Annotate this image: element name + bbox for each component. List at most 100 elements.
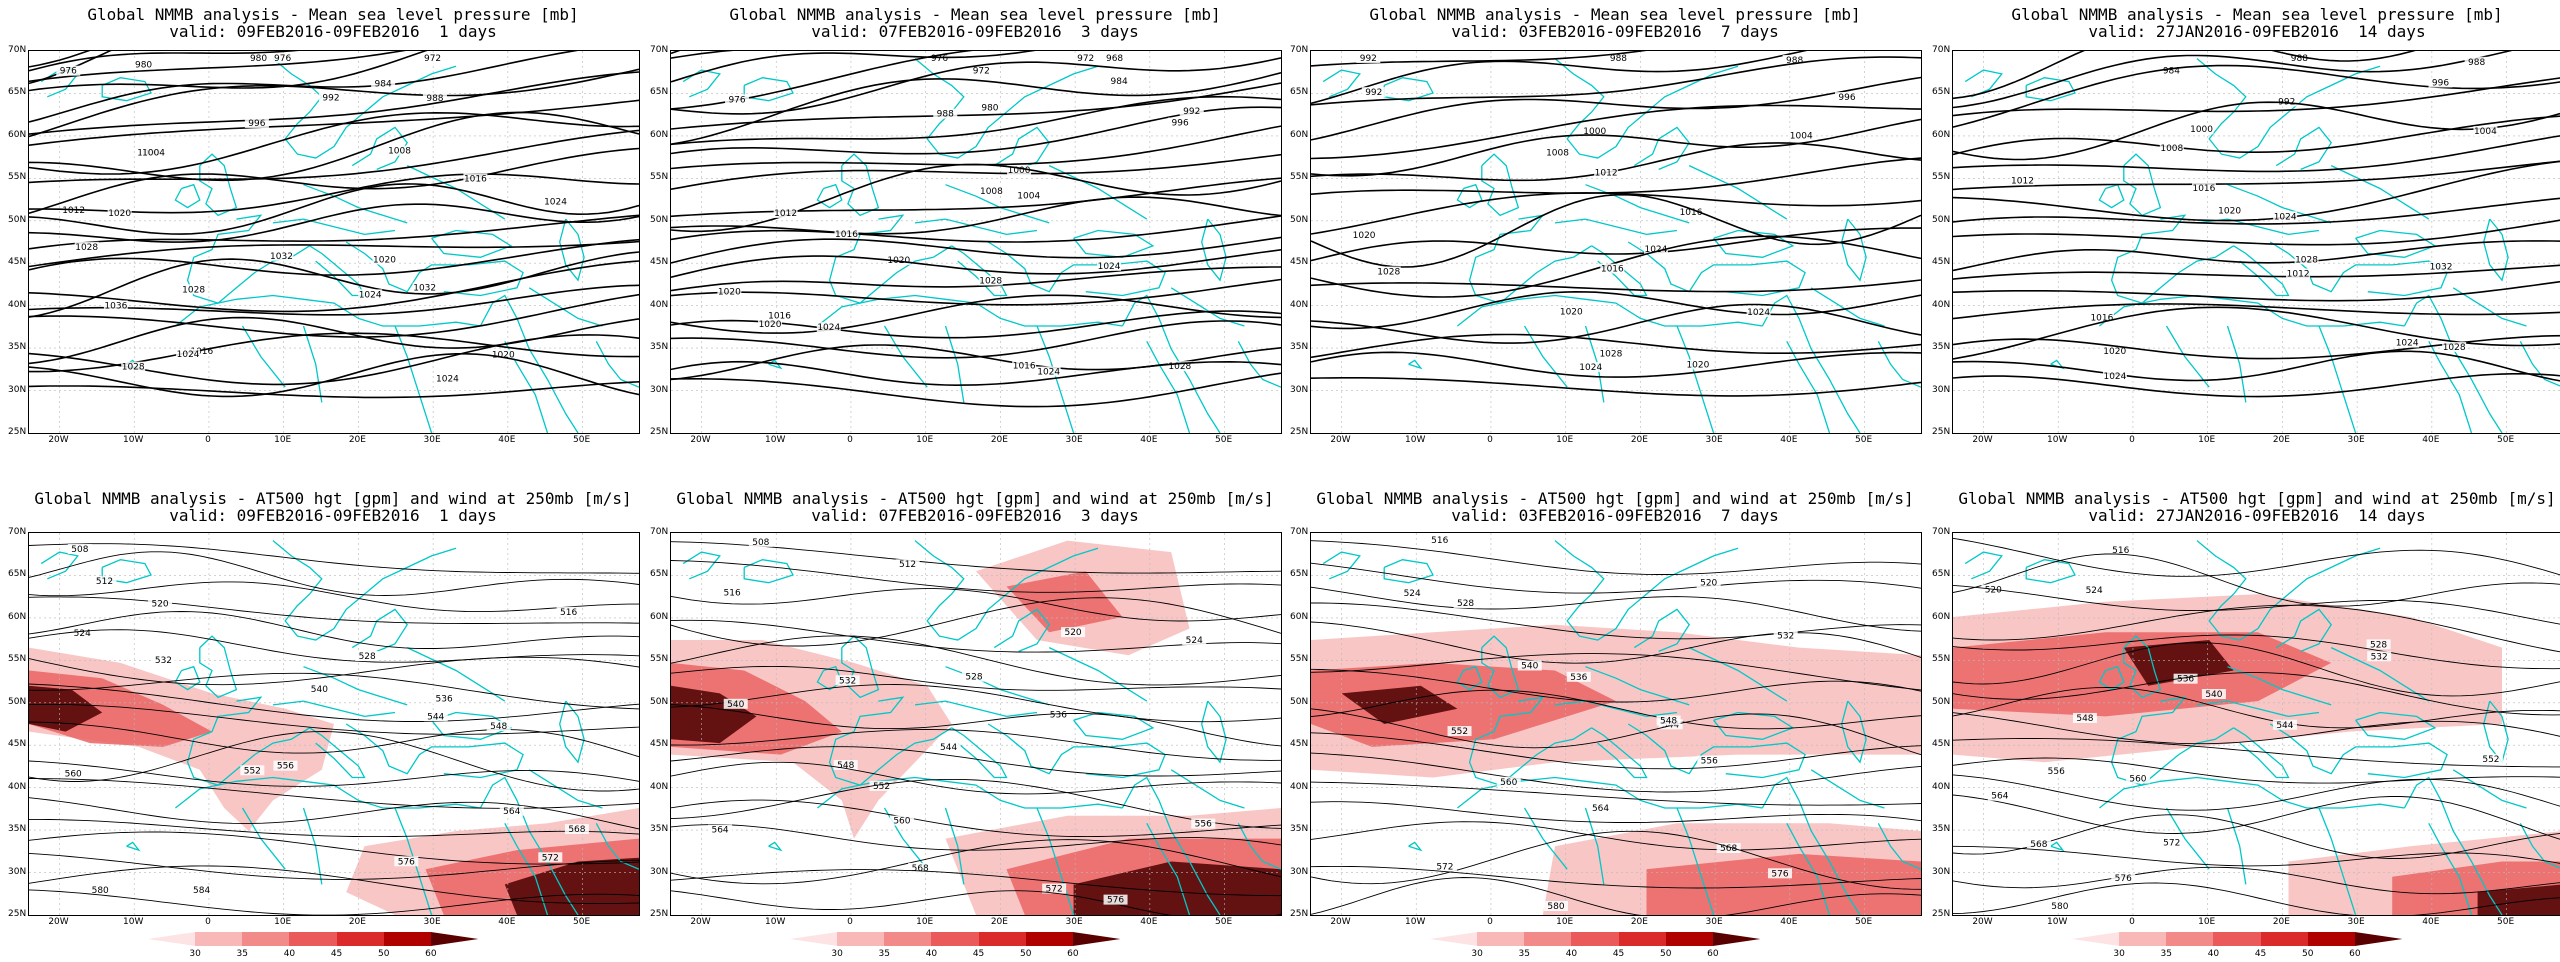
lat-label: 35N (8, 342, 26, 352)
contour-label: 1012 (1595, 169, 1618, 179)
colorbar-swatch (1713, 932, 1761, 946)
lon-label: 50E (1855, 435, 1872, 445)
contour-label: 1028 (1377, 268, 1400, 278)
contour-label: 524 (1186, 636, 1203, 646)
contour-label: 996 (1172, 119, 1189, 129)
coastline (769, 842, 781, 850)
lon-label: 40E (2422, 917, 2439, 927)
lon-label: 20E (991, 435, 1008, 445)
contour-label: 1028 (182, 285, 205, 295)
colorbar-swatch (2261, 932, 2309, 946)
isoline (1953, 116, 2560, 155)
isoline (1953, 265, 2560, 279)
panel-title: Global NMMB analysis - Mean sea level pr… (650, 6, 1300, 23)
contour-label: 544 (427, 712, 444, 722)
lon-label: 0 (1487, 917, 1493, 927)
isoline (29, 544, 639, 574)
colorbar-swatch (195, 932, 243, 946)
lon-label: 30E (1706, 435, 1723, 445)
contour-label: 976 (728, 95, 745, 105)
isoline (1311, 78, 1921, 140)
contour-label: 1028 (122, 363, 145, 373)
coastline (1787, 341, 1830, 433)
lat-label: 25N (650, 427, 668, 437)
contour-label: 996 (248, 119, 265, 129)
colorbar-swatch (2072, 932, 2120, 946)
lat-label: 70N (8, 45, 26, 55)
contour-label: 988 (937, 110, 954, 120)
lon-label: 10W (765, 917, 785, 927)
contour-label: 1012 (2011, 176, 2034, 186)
contour-label: 536 (1570, 673, 1587, 683)
colorbar-tick: 30 (831, 949, 842, 959)
lon-label: 30E (424, 435, 441, 445)
contour-label: 1008 (1546, 149, 1569, 159)
coastline (2197, 219, 2319, 234)
contour-label: 572 (542, 853, 559, 863)
lon-label: 10E (274, 917, 291, 927)
lon-label: 30E (2348, 917, 2365, 927)
contour-label: 980 (981, 104, 998, 114)
lon-label: 0 (205, 435, 211, 445)
lat-label: 55N (8, 172, 26, 182)
contour-label: 560 (2129, 774, 2146, 784)
isoline (1311, 280, 1921, 292)
coastline (529, 288, 602, 326)
isoline (29, 382, 639, 398)
coastline (1811, 770, 1884, 808)
coastline (2404, 296, 2502, 434)
colorbar-swatch (1430, 932, 1478, 946)
lat-label: 25N (8, 427, 26, 437)
lat-label: 70N (1290, 527, 1308, 537)
isoline (1311, 119, 1921, 175)
isoline (1953, 135, 2560, 171)
colorbar-tick: 30 (189, 949, 200, 959)
contour-label: 568 (912, 864, 929, 874)
colorbar-tick: 60 (1067, 949, 1078, 959)
colorbar-tick: 50 (2302, 949, 2313, 959)
lat-label: 45N (8, 257, 26, 267)
lat-label: 30N (650, 867, 668, 877)
contour-label: 1020 (759, 320, 782, 330)
contour-label: 1032 (270, 252, 293, 262)
map-frame: 9809769729769809849889929961000100410081… (28, 50, 640, 434)
contour-label: 1020 (1560, 307, 1583, 317)
lon-label: 50E (1855, 917, 1872, 927)
colorbar-tick: 45 (331, 949, 342, 959)
lon-label: 10E (2198, 917, 2215, 927)
lat-label: 35N (1932, 342, 1950, 352)
isoline (29, 354, 639, 397)
contour-label: 980 (250, 54, 267, 64)
coastline (395, 326, 432, 433)
contour-label: 560 (1500, 778, 1517, 788)
lat-label: 70N (1290, 45, 1308, 55)
contour-label: 976 (60, 67, 77, 77)
panel-title: Global NMMB analysis - Mean sea level pr… (1290, 6, 1940, 23)
isoline (1953, 795, 2560, 840)
contour-label: 1016 (464, 174, 487, 184)
lon-label: 0 (1487, 435, 1493, 445)
colorbar-swatch (1666, 932, 1714, 946)
lat-label: 30N (1932, 385, 1950, 395)
colorbar-tick: 50 (1020, 949, 1031, 959)
colorbar-swatch (1619, 932, 1667, 946)
contour-label: 532 (1777, 631, 1794, 641)
contour-label: 520 (1700, 579, 1717, 589)
contour-label: 528 (2370, 640, 2387, 650)
colorbar-tick: 45 (1613, 949, 1624, 959)
contour-label: 1012 (62, 206, 85, 216)
panel-title: Global NMMB analysis - AT500 hgt [gpm] a… (1290, 490, 1940, 507)
isoline (29, 761, 639, 786)
coastline (1555, 219, 1677, 234)
coastline (352, 609, 407, 651)
contour-label: 972 (1077, 54, 1094, 64)
coastline (2112, 215, 2234, 303)
colorbar-tick: 45 (973, 949, 984, 959)
coastline (1409, 842, 1421, 850)
